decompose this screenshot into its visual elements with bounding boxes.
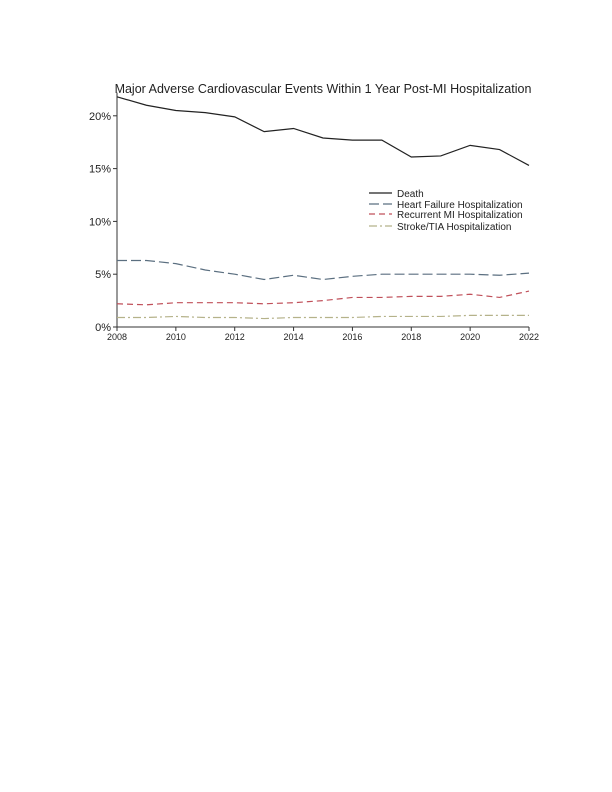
legend-entry: Stroke/TIA Hospitalization — [369, 222, 512, 233]
series-line-2 — [116, 290, 530, 306]
legend-entry: Death — [369, 189, 424, 200]
x-tick-label: 2010 — [166, 332, 186, 342]
x-tick-label: 2014 — [284, 332, 304, 342]
x-tick-label: 2008 — [107, 332, 127, 342]
y-tick-label: 5% — [95, 269, 111, 281]
chart-title: Major Adverse Cardiovascular Events With… — [115, 82, 532, 96]
legend-label: Recurrent MI Hospitalization — [397, 210, 523, 221]
legend-entry: Recurrent MI Hospitalization — [369, 210, 523, 221]
x-tick-label: 2022 — [519, 332, 539, 342]
x-tick-label: 2012 — [225, 332, 245, 342]
legend-label: Death — [397, 189, 424, 200]
y-tick-label: 20% — [89, 111, 111, 123]
legend-label: Heart Failure Hospitalization — [397, 200, 523, 211]
series-line-3 — [117, 314, 529, 320]
y-tick-label: 15% — [89, 164, 111, 176]
y-tick-label: 0% — [95, 322, 111, 334]
legend-entry: Heart Failure Hospitalization — [369, 200, 523, 211]
series-line-0 — [116, 96, 530, 166]
legend-label: Stroke/TIA Hospitalization — [397, 222, 512, 233]
x-tick-label: 2020 — [460, 332, 480, 342]
series-line-1 — [117, 259, 530, 281]
y-tick-label: 10% — [89, 216, 111, 228]
x-tick-label: 2016 — [342, 332, 362, 342]
x-tick-label: 2018 — [401, 332, 421, 342]
